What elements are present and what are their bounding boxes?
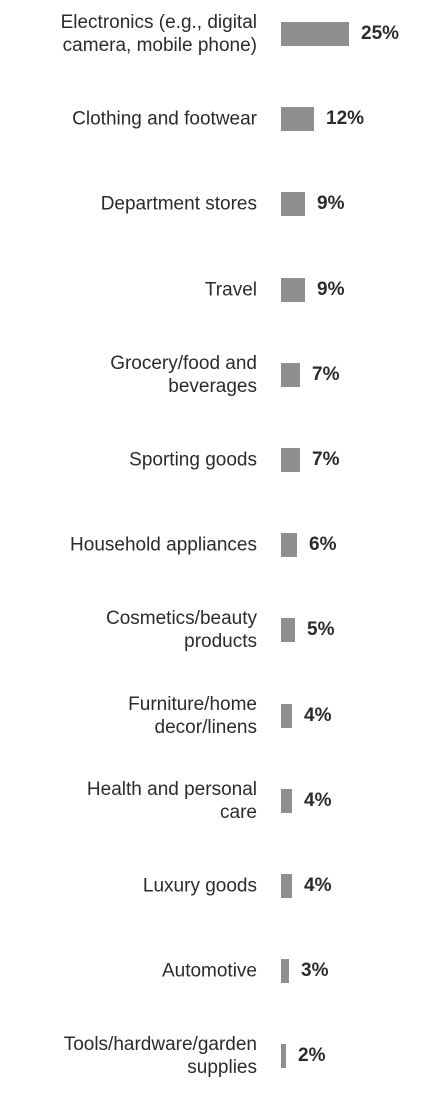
category-label: Automotive bbox=[161, 960, 257, 982]
bar bbox=[281, 533, 297, 558]
bar bbox=[281, 22, 349, 46]
bar-row: Automotive 3% bbox=[0, 928, 426, 1014]
bar bbox=[281, 1044, 286, 1069]
bar-row: Health and personal care 4% bbox=[0, 758, 426, 844]
bar-row: Luxury goods 4% bbox=[0, 843, 426, 929]
category-label: Furniture/home decor/linens bbox=[128, 693, 257, 738]
bar bbox=[281, 277, 305, 302]
bar bbox=[281, 703, 292, 728]
bar-row: Department stores 9% bbox=[0, 161, 426, 247]
category-label: Grocery/food and beverages bbox=[110, 352, 257, 397]
category-label: Luxury goods bbox=[142, 875, 257, 897]
bar-row: Clothing and footwear 12% bbox=[0, 76, 426, 162]
value-label: 7% bbox=[312, 363, 340, 385]
bar bbox=[281, 362, 300, 387]
bar bbox=[281, 107, 314, 132]
category-label: Household appliances bbox=[70, 534, 257, 556]
value-label: 2% bbox=[298, 1045, 326, 1067]
bar-row: Sporting goods 7% bbox=[0, 417, 426, 503]
value-label: 7% bbox=[312, 449, 340, 470]
category-label: Health and personal care bbox=[86, 778, 257, 823]
bar-row: Tools/hardware/garden supplies 2% bbox=[0, 1013, 426, 1099]
bar-row: Grocery/food and beverages 7% bbox=[0, 332, 426, 418]
bar bbox=[281, 618, 295, 643]
bar bbox=[281, 874, 292, 898]
value-label: 4% bbox=[304, 704, 332, 726]
bar bbox=[281, 448, 300, 472]
value-label: 9% bbox=[317, 278, 345, 300]
category-label: Electronics (e.g., digital camera, mobil… bbox=[60, 12, 257, 56]
value-label: 4% bbox=[304, 789, 332, 811]
bar bbox=[281, 959, 289, 984]
value-label: 9% bbox=[317, 193, 345, 215]
bar bbox=[281, 192, 305, 217]
category-label: Tools/hardware/garden supplies bbox=[63, 1034, 257, 1079]
value-label: 25% bbox=[361, 23, 400, 44]
bar-row: Cosmetics/beauty products 5% bbox=[0, 587, 426, 673]
value-label: 5% bbox=[307, 619, 335, 641]
bar-row: Furniture/home decor/linens 4% bbox=[0, 673, 426, 759]
value-label: 4% bbox=[304, 875, 332, 896]
bar-row: Electronics (e.g., digital camera, mobil… bbox=[0, 0, 426, 77]
category-label: Sporting goods bbox=[129, 449, 257, 471]
category-label: Department stores bbox=[100, 193, 257, 215]
value-label: 12% bbox=[326, 108, 365, 130]
bar bbox=[281, 788, 292, 813]
bar-row: Household appliances 6% bbox=[0, 502, 426, 588]
bar-row: Travel 9% bbox=[0, 247, 426, 333]
category-label: Clothing and footwear bbox=[72, 108, 257, 130]
value-label: 6% bbox=[309, 534, 337, 556]
category-label: Cosmetics/beauty products bbox=[105, 608, 257, 653]
category-label: Travel bbox=[204, 279, 257, 301]
value-label: 3% bbox=[301, 960, 329, 982]
